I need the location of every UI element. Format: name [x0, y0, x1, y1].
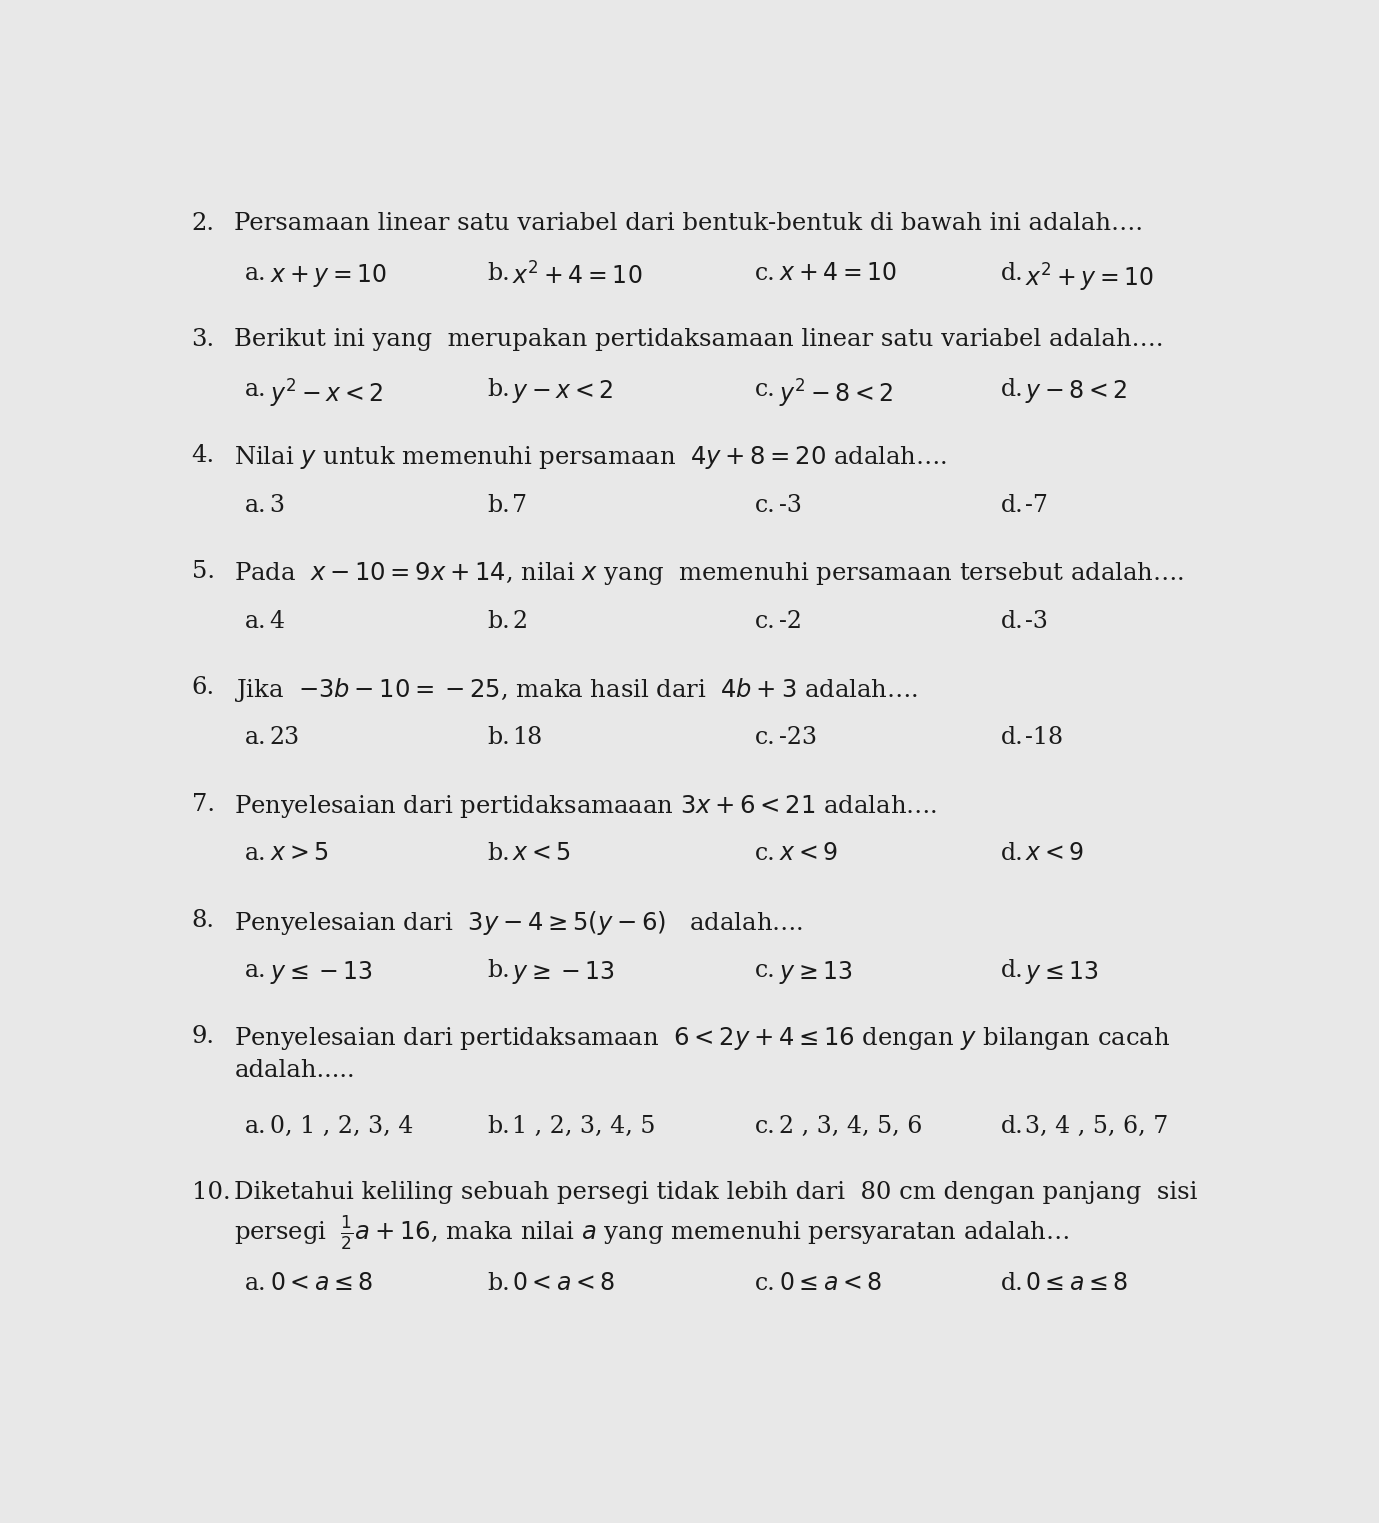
Text: c.: c.: [754, 378, 775, 401]
Text: $y -  8 < 2$: $y - 8 < 2$: [1025, 378, 1128, 405]
Text: 2.: 2.: [192, 212, 215, 235]
Text: $x < 9$: $x < 9$: [1025, 842, 1084, 865]
Text: $0 \leq a \leq 8$: $0 \leq a \leq 8$: [1025, 1272, 1128, 1295]
Text: d.: d.: [1001, 611, 1023, 634]
Text: 1 , 2, 3, 4, 5: 1 , 2, 3, 4, 5: [512, 1115, 655, 1138]
Text: a.: a.: [245, 1115, 266, 1138]
Text: 7: 7: [512, 493, 527, 518]
Text: b.: b.: [488, 726, 510, 749]
Text: Nilai $y$ untuk memenuhi persamaan  $4y + 8 = 20$ adalah….: Nilai $y$ untuk memenuhi persamaan $4y +…: [234, 445, 947, 471]
Text: a.: a.: [245, 958, 266, 981]
Text: -3: -3: [779, 493, 803, 518]
Text: c.: c.: [754, 958, 775, 981]
Text: 10.: 10.: [192, 1182, 230, 1205]
Text: -3: -3: [1025, 611, 1048, 634]
Text: $0 < a \leq 8$: $0 < a \leq 8$: [270, 1272, 372, 1295]
Text: 4: 4: [270, 611, 284, 634]
Text: b.: b.: [488, 1115, 510, 1138]
Text: $0 < a < 8$: $0 < a < 8$: [512, 1272, 615, 1295]
Text: d.: d.: [1001, 493, 1023, 518]
Text: $y \geq 13$: $y \geq 13$: [779, 958, 854, 985]
Text: Jika  $-3b - 10 = -25$, maka hasil dari  $4b + 3$ adalah….: Jika $-3b - 10 = -25$, maka hasil dari $…: [234, 676, 918, 705]
Text: Berikut ini yang  merupakan pertidaksamaan linear satu variabel adalah….: Berikut ini yang merupakan pertidaksamaa…: [234, 327, 1164, 352]
Text: c.: c.: [754, 726, 775, 749]
Text: $0 \leq a < 8$: $0 \leq a < 8$: [779, 1272, 883, 1295]
Text: 3, 4 , 5, 6, 7: 3, 4 , 5, 6, 7: [1025, 1115, 1168, 1138]
Text: -2: -2: [779, 611, 803, 634]
Text: b.: b.: [488, 958, 510, 981]
Text: b.: b.: [488, 262, 510, 285]
Text: a.: a.: [245, 262, 266, 285]
Text: c.: c.: [754, 842, 775, 865]
Text: b.: b.: [488, 1272, 510, 1295]
Text: -7: -7: [1025, 493, 1048, 518]
Text: d.: d.: [1001, 726, 1023, 749]
Text: $x + y = 10$: $x + y = 10$: [270, 262, 386, 289]
Text: Persamaan linear satu variabel dari bentuk-bentuk di bawah ini adalah….: Persamaan linear satu variabel dari bent…: [234, 212, 1143, 235]
Text: $x + 4 = 10$: $x + 4 = 10$: [779, 262, 898, 285]
Text: $x < 5$: $x < 5$: [512, 842, 571, 865]
Text: d.: d.: [1001, 378, 1023, 401]
Text: c.: c.: [754, 262, 775, 285]
Text: $y -  x < 2$: $y - x < 2$: [512, 378, 614, 405]
Text: Penyelesaian dari pertidaksamaaan $3x + 6 < 21$ adalah….: Penyelesaian dari pertidaksamaaan $3x + …: [234, 792, 938, 819]
Text: $x^2 + y = 10$: $x^2 + y = 10$: [1025, 262, 1154, 294]
Text: a.: a.: [245, 726, 266, 749]
Text: $y \geq -13$: $y \geq -13$: [512, 958, 615, 985]
Text: c.: c.: [754, 611, 775, 634]
Text: b.: b.: [488, 493, 510, 518]
Text: c.: c.: [754, 1272, 775, 1295]
Text: c.: c.: [754, 1115, 775, 1138]
Text: $x < 9$: $x < 9$: [779, 842, 838, 865]
Text: a.: a.: [245, 493, 266, 518]
Text: $x^2 + 4 = 10$: $x^2 + 4 = 10$: [512, 262, 643, 289]
Text: 2 , 3, 4, 5, 6: 2 , 3, 4, 5, 6: [779, 1115, 923, 1138]
Text: -23: -23: [779, 726, 818, 749]
Text: 3: 3: [270, 493, 284, 518]
Text: b.: b.: [488, 842, 510, 865]
Text: d.: d.: [1001, 1115, 1023, 1138]
Text: $y \leq -13$: $y \leq -13$: [270, 958, 372, 985]
Text: 8.: 8.: [192, 909, 215, 932]
Text: a.: a.: [245, 842, 266, 865]
Text: d.: d.: [1001, 262, 1023, 285]
Text: Penyelesaian dari  $3y - 4 \geq 5(y - 6)$   adalah….: Penyelesaian dari $3y - 4 \geq 5(y - 6)$…: [234, 909, 804, 937]
Text: $y \leq 13$: $y \leq 13$: [1025, 958, 1099, 985]
Text: d.: d.: [1001, 1272, 1023, 1295]
Text: 9.: 9.: [192, 1025, 215, 1048]
Text: b.: b.: [488, 378, 510, 401]
Text: a.: a.: [245, 611, 266, 634]
Text: 7.: 7.: [192, 792, 215, 816]
Text: -18: -18: [1025, 726, 1063, 749]
Text: c.: c.: [754, 493, 775, 518]
Text: Pada  $x - 10 = 9x + 14$, nilai $x$ yang  memenuhi persamaan tersebut adalah….: Pada $x - 10 = 9x + 14$, nilai $x$ yang …: [234, 560, 1185, 588]
Text: 2: 2: [512, 611, 527, 634]
Text: 18: 18: [512, 726, 542, 749]
Text: $y^2 -  x < 2$: $y^2 - x < 2$: [270, 378, 383, 410]
Text: $y^2 -  8 < 2$: $y^2 - 8 < 2$: [779, 378, 894, 410]
Text: d.: d.: [1001, 958, 1023, 981]
Text: d.: d.: [1001, 842, 1023, 865]
Text: Diketahui keliling sebuah persegi tidak lebih dari  80 cm dengan panjang  sisi
p: Diketahui keliling sebuah persegi tidak …: [234, 1182, 1198, 1252]
Text: $x > 5$: $x > 5$: [270, 842, 328, 865]
Text: a.: a.: [245, 1272, 266, 1295]
Text: 4.: 4.: [192, 445, 215, 468]
Text: 6.: 6.: [192, 676, 215, 699]
Text: Penyelesaian dari pertidaksamaan  $6 < 2y + 4 \leq 16$ dengan $y$ bilangan cacah: Penyelesaian dari pertidaksamaan $6 < 2y…: [234, 1025, 1171, 1081]
Text: b.: b.: [488, 611, 510, 634]
Text: a.: a.: [245, 378, 266, 401]
Text: 3.: 3.: [192, 327, 215, 352]
Text: 5.: 5.: [192, 560, 215, 583]
Text: 23: 23: [270, 726, 299, 749]
Text: 0, 1 , 2, 3, 4: 0, 1 , 2, 3, 4: [270, 1115, 412, 1138]
